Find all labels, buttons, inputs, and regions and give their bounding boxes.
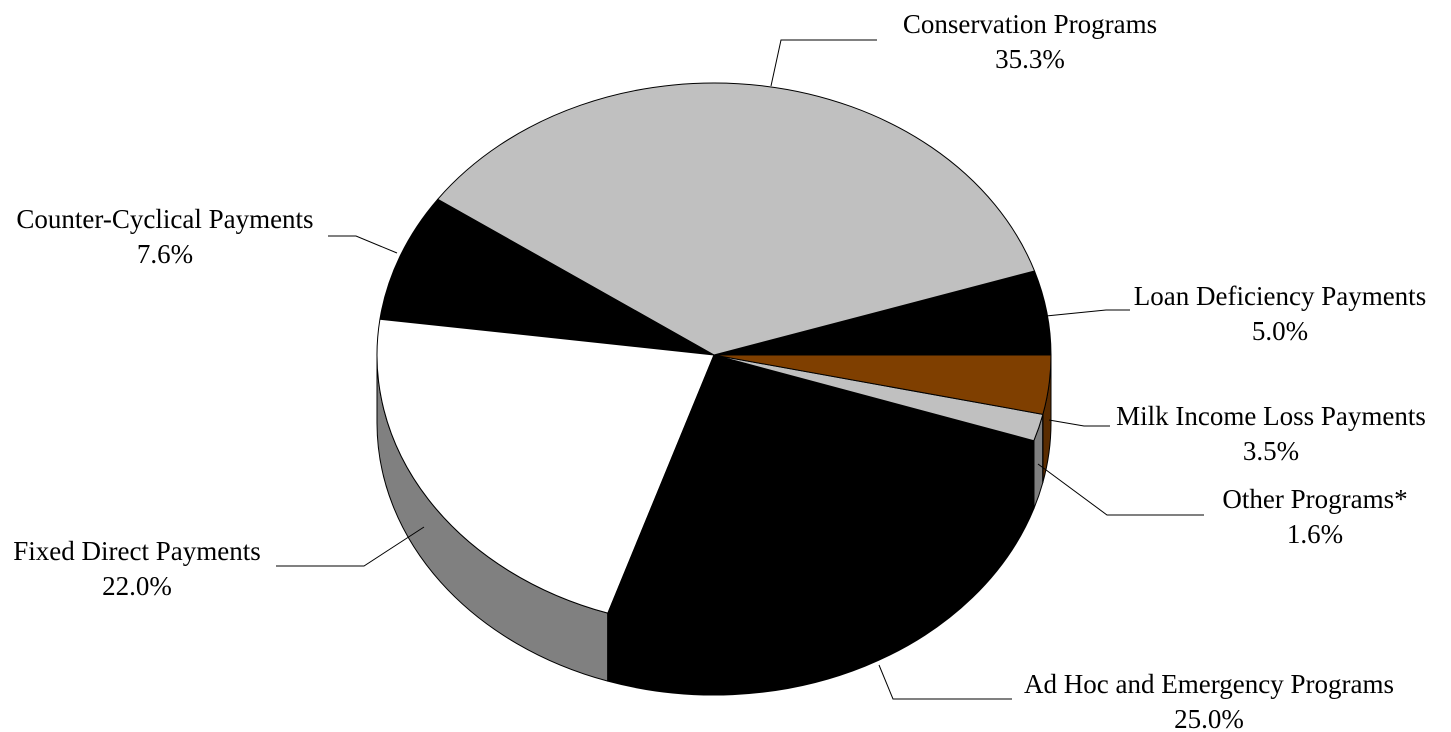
label-name-other-programs: Other Programs* <box>1222 484 1407 514</box>
label-value-conservation-programs: 35.3% <box>995 44 1065 74</box>
label-name-milk-income-loss-payments: Milk Income Loss Payments <box>1116 401 1426 431</box>
label-value-counter-cyclical-payments: 7.6% <box>137 239 193 269</box>
label-value-ad-hoc-and-emergency-programs: 25.0% <box>1174 704 1244 732</box>
label-name-counter-cyclical-payments: Counter-Cyclical Payments <box>16 204 313 234</box>
slice-conservation-programs <box>437 82 1036 356</box>
leader-other-programs <box>1037 463 1204 516</box>
label-value-other-programs: 1.6% <box>1287 519 1343 549</box>
leader-loan-deficiency-payments <box>1045 309 1130 317</box>
leader-milk-income-loss-payments <box>1048 419 1110 427</box>
label-value-milk-income-loss-payments: 3.5% <box>1243 436 1299 466</box>
slice-labels: Loan Deficiency Payments 5.0% Conservation… <box>13 9 1426 732</box>
label-name-conservation-programs: Conservation Programs <box>903 9 1157 39</box>
leader-counter-cyclical-payments <box>328 235 398 254</box>
slice-counter-cyclical-payments <box>379 198 715 356</box>
label-value-loan-deficiency-payments: 5.0% <box>1252 316 1308 346</box>
slice-fixed-direct-payments <box>376 318 715 614</box>
pie-slices <box>376 82 1052 628</box>
label-name-loan-deficiency-payments: Loan Deficiency Payments <box>1134 281 1426 311</box>
label-value-fixed-direct-payments: 22.0% <box>102 571 172 601</box>
slice-milk-income-loss-payments <box>713 354 1052 415</box>
leader-conservation-programs <box>770 39 877 87</box>
label-name-ad-hoc-and-emergency-programs: Ad Hoc and Emergency Programs <box>1024 669 1394 699</box>
leader-ad-hoc-and-emergency-programs <box>878 664 1012 700</box>
leader-lines <box>276 39 1204 700</box>
label-name-fixed-direct-payments: Fixed Direct Payments <box>13 536 260 566</box>
slice-ad-hoc-and-emergency-programs <box>607 354 1035 628</box>
leader-fixed-direct-payments <box>276 526 425 567</box>
